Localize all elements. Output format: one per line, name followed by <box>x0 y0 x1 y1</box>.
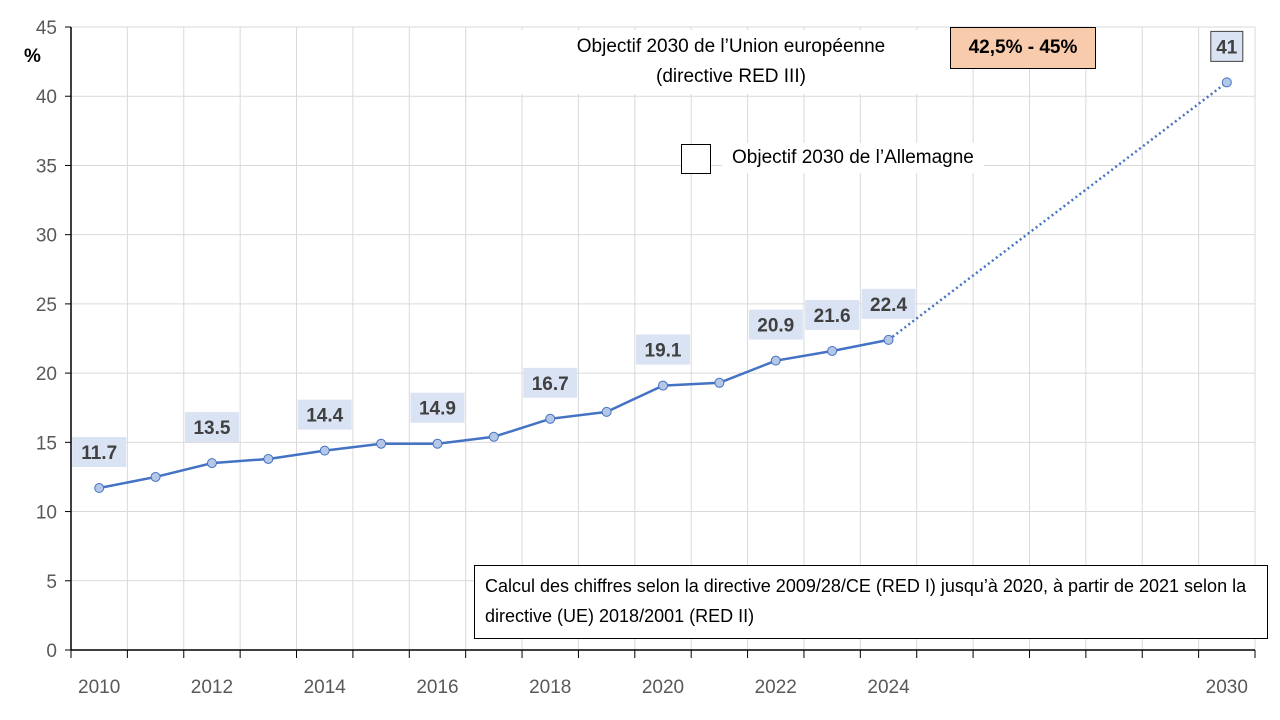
de-target-legend-square <box>681 144 711 174</box>
data-label: 13.5 <box>193 418 230 439</box>
data-point-marker <box>376 438 387 449</box>
data-label-background <box>1210 30 1244 62</box>
y-tick-label: 5 <box>46 572 57 593</box>
data-label: 19.1 <box>645 341 682 362</box>
x-tick-label: 2012 <box>191 677 233 698</box>
data-point-marker <box>827 345 838 356</box>
y-tick-label: 30 <box>36 226 57 247</box>
y-tick-label: 0 <box>46 641 57 662</box>
data-point-marker <box>94 483 105 494</box>
eu-target-range-badge: 42,5% - 45% <box>950 27 1096 69</box>
data-point-marker <box>150 471 161 482</box>
x-tick-label: 2018 <box>529 677 571 698</box>
data-point-marker <box>1221 77 1232 88</box>
data-label-background <box>297 399 352 430</box>
data-label-background <box>410 392 465 423</box>
y-tick-label: 35 <box>36 156 57 177</box>
de-target-annotation: Objectif 2030 de l’Allemagne <box>722 143 984 173</box>
data-label-background <box>861 288 916 319</box>
y-tick-label: 25 <box>36 295 57 316</box>
target-projection-line <box>887 81 1228 341</box>
data-label-background <box>523 367 578 398</box>
data-label: 11.7 <box>81 443 117 464</box>
data-point-marker <box>206 458 217 469</box>
data-label: 20.9 <box>757 316 794 337</box>
data-label-background <box>805 299 860 330</box>
data-label: 21.6 <box>814 306 851 327</box>
x-tick-label: 2016 <box>416 677 458 698</box>
data-label: 41 <box>1216 37 1238 58</box>
eu-target-line2: (directive RED III) <box>656 66 806 87</box>
y-tick-label: 15 <box>36 433 57 454</box>
data-point-marker <box>714 377 725 388</box>
y-axis-unit-label: % <box>24 46 41 67</box>
data-label-background <box>636 334 690 365</box>
data-point-marker <box>658 380 668 391</box>
y-tick-label: 20 <box>36 364 57 385</box>
y-tick-label: 40 <box>36 87 57 108</box>
data-point-marker <box>883 334 894 345</box>
x-tick-label: 2010 <box>78 677 120 698</box>
data-point-marker <box>432 438 443 449</box>
y-tick-label: 45 <box>36 18 57 39</box>
data-point-marker <box>319 445 330 456</box>
methodology-note: Calcul des chiffres selon la directive 2… <box>474 565 1268 639</box>
eu-target-annotation: Objectif 2030 de l’Union européenne (dir… <box>512 30 950 94</box>
x-tick-label: 2020 <box>642 677 684 698</box>
x-tick-label: 2030 <box>1206 677 1248 698</box>
data-point-marker <box>601 406 612 417</box>
data-label: 14.4 <box>306 406 343 427</box>
data-label-background <box>748 309 803 340</box>
data-label-background <box>72 437 127 468</box>
data-label: 16.7 <box>532 374 569 395</box>
eu-target-line1: Objectif 2030 de l’Union européenne <box>576 36 886 57</box>
y-tick-label: 10 <box>36 503 57 524</box>
data-label-background <box>184 412 239 443</box>
x-tick-label: 2014 <box>304 677 347 698</box>
x-tick-label: 2024 <box>867 677 910 698</box>
data-label: 14.9 <box>419 399 456 420</box>
data-point-marker <box>545 413 556 424</box>
data-point-marker <box>770 355 781 366</box>
x-tick-label: 2022 <box>755 677 797 698</box>
data-label: 22.4 <box>870 295 907 316</box>
data-point-marker <box>488 431 499 442</box>
data-point-marker <box>263 453 274 464</box>
